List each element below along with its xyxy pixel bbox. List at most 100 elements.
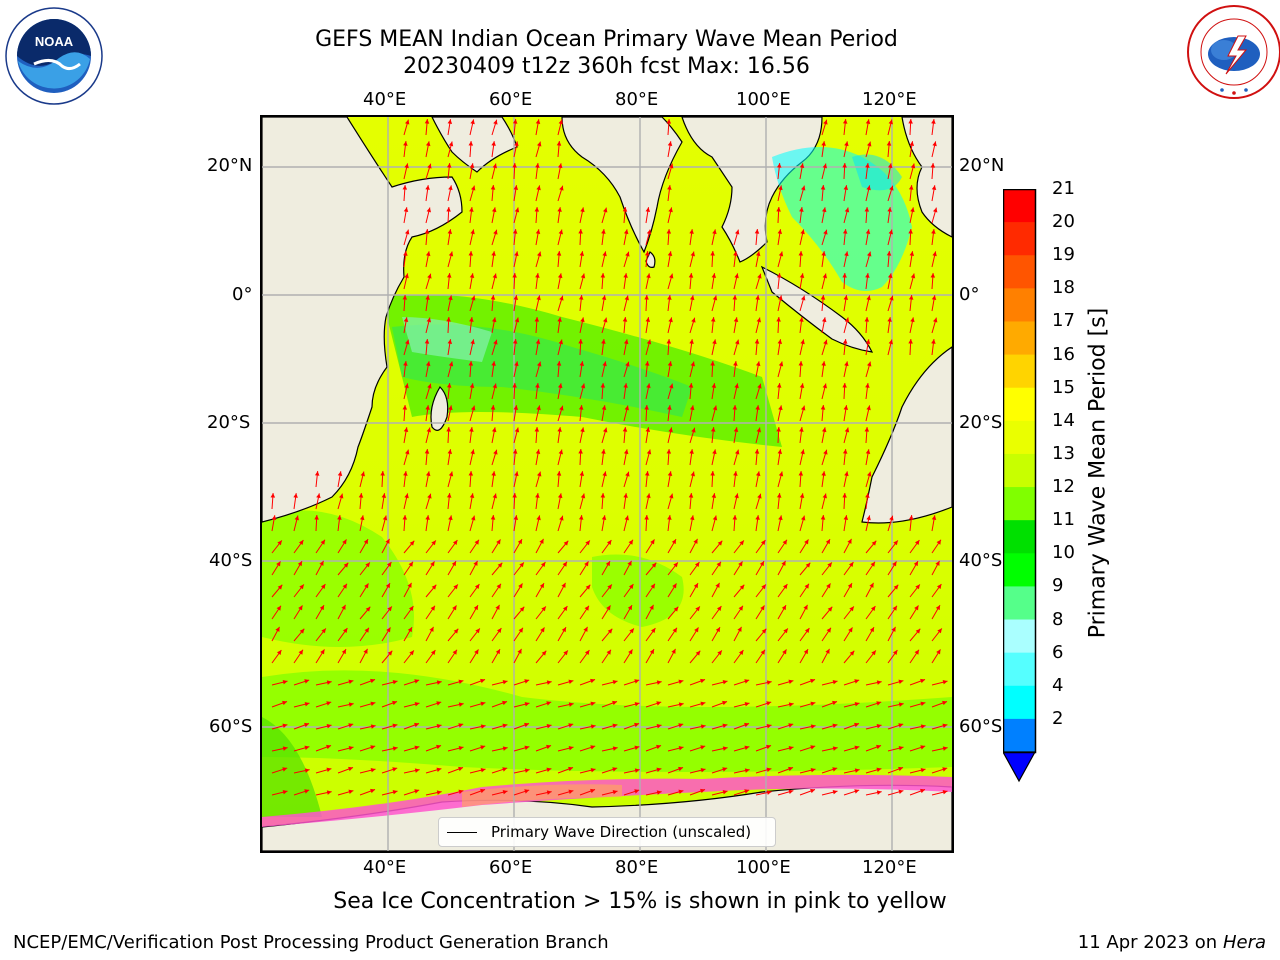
wave-arrow-head: [578, 295, 584, 300]
wave-arrow-head: [606, 605, 611, 611]
wave-arrow-head: [558, 229, 563, 235]
wave-arrow-head: [888, 339, 893, 345]
graticule: [262, 117, 952, 851]
wave-arrow-head: [363, 648, 368, 654]
wave-arrow-head: [886, 141, 892, 146]
wave-arrow-head: [491, 471, 496, 476]
wave-arrow-head: [424, 229, 430, 234]
wave-arrow-head: [512, 383, 517, 388]
wave-arrow-head: [480, 701, 486, 706]
wave-arrow-head: [644, 515, 649, 520]
wave-arrow-head: [656, 724, 662, 729]
wave-arrow-head: [491, 141, 496, 146]
wave-arrow-head: [678, 679, 684, 684]
wave-arrow-head: [865, 339, 871, 345]
wave-arrow-head: [448, 361, 454, 367]
wave-arrow-head: [849, 650, 855, 656]
wave-arrow-head: [471, 405, 476, 411]
wave-arrow-head: [761, 584, 766, 590]
wave-arrow-head: [712, 405, 718, 411]
wave-arrow-head: [558, 339, 563, 345]
wave-arrow-head: [810, 768, 816, 773]
wave-arrow-head: [781, 605, 786, 611]
wave-arrow-head: [403, 317, 409, 323]
wave-arrow-head: [446, 383, 452, 388]
wave-arrow-head: [910, 163, 916, 169]
wave-arrow-head: [820, 295, 826, 300]
wave-arrow-head: [519, 562, 524, 568]
colorbar-tick-label: 20: [1052, 211, 1075, 233]
wave-arrow-head: [326, 744, 332, 750]
wave-arrow-head: [744, 745, 750, 750]
wave-arrow-head: [717, 540, 723, 546]
wave-arrow-head: [370, 745, 376, 750]
wave-arrow-head: [865, 119, 871, 125]
wave-arrow-head: [358, 493, 364, 498]
wave-arrow-head: [650, 539, 655, 545]
wave-arrow-head: [820, 405, 826, 410]
wave-arrow-head: [820, 515, 826, 520]
wave-arrow-head: [540, 562, 546, 567]
wave-arrow-head: [518, 583, 523, 589]
wave-arrow-head: [876, 767, 882, 772]
wave-arrow-head: [546, 767, 552, 772]
wave-arrow-head: [561, 627, 566, 633]
wave-arrow-head: [651, 562, 657, 568]
colorbar-tick-label: 14: [1052, 409, 1075, 431]
wave-arrow-head: [898, 789, 904, 794]
wave-arrow-head: [734, 383, 739, 389]
wave-arrow-head: [452, 540, 458, 545]
wave-arrow-head: [382, 515, 388, 521]
wave-arrow-head: [446, 317, 451, 322]
wave-arrow-head: [843, 405, 849, 410]
wave-arrow-head: [667, 141, 673, 147]
wave-arrow-head: [298, 605, 303, 611]
wave-arrow-head: [788, 789, 794, 794]
wave-arrow-head: [756, 427, 761, 433]
wave-arrow-head: [469, 273, 475, 279]
wave-arrow-head: [535, 163, 540, 168]
wave-arrow-head: [733, 471, 738, 476]
wave-arrow-head: [451, 561, 456, 567]
wave-arrow-head: [942, 746, 948, 751]
wave-arrow-head: [710, 427, 716, 432]
wave-arrow-head: [622, 427, 628, 432]
wave-arrow-head: [910, 207, 915, 213]
wave-arrow-head: [496, 539, 501, 545]
wave-arrow-head: [359, 515, 365, 521]
wave-arrow-head: [492, 163, 497, 169]
wave-arrow-head: [282, 767, 288, 772]
wave-arrow-head: [656, 680, 662, 685]
wave-arrow-head: [425, 405, 430, 410]
wave-arrow-head: [656, 744, 662, 750]
wave-arrow-head: [799, 273, 805, 279]
wave-arrow-head: [319, 560, 324, 566]
wave-arrow-head: [392, 746, 398, 751]
wave-arrow-head: [673, 562, 678, 568]
wave-arrow-head: [847, 583, 852, 589]
wave-arrow-head: [403, 471, 408, 476]
wave-arrow-head: [452, 605, 457, 611]
wave-arrow-head: [892, 650, 898, 655]
wave-arrow-head: [889, 295, 894, 301]
wave-arrow-head: [920, 724, 926, 729]
wave-arrow-head: [408, 606, 414, 611]
wave-arrow-head: [580, 493, 586, 499]
wave-arrow-head: [865, 273, 870, 278]
wave-arrow-head: [942, 790, 948, 795]
wave-arrow-head: [646, 273, 651, 279]
wave-arrow-head: [887, 273, 893, 279]
colorbar-bin: [1003, 487, 1036, 521]
wave-arrow-head: [392, 700, 398, 706]
wave-arrow-head: [392, 767, 398, 772]
wave-arrow-head: [766, 724, 772, 729]
wave-arrow-head: [535, 119, 541, 125]
wave-arrow-head: [270, 493, 276, 498]
lon-tick-top-120E: 120°E: [862, 89, 917, 110]
wave-arrow-head: [536, 185, 541, 191]
wave-arrow-head: [766, 701, 772, 706]
wave-arrow-head: [867, 141, 872, 147]
wave-arrow-head: [754, 449, 760, 454]
wave-arrow-head: [409, 650, 414, 656]
wave-arrow-head: [876, 680, 882, 685]
